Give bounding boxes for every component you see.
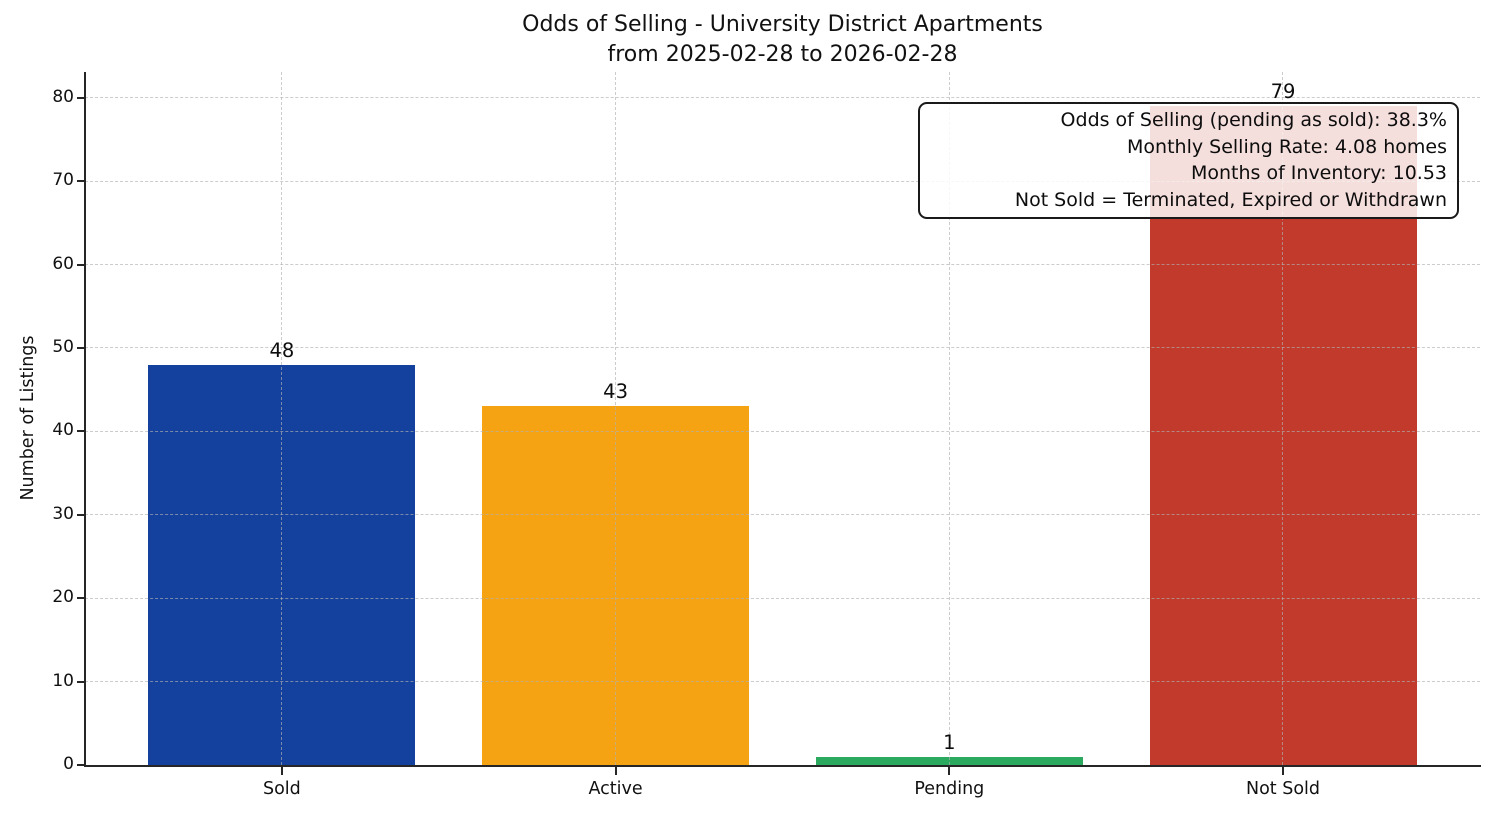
y-tick-label: 10: [52, 670, 74, 691]
annotation-not-sold-definition: Not Sold = Terminated, Expired or Withdr…: [1014, 188, 1447, 211]
annotation-monthly-selling-rate: Monthly Selling Rate: 4.08 homes: [1127, 135, 1447, 158]
x-tick-mark: [1282, 767, 1284, 775]
x-gridline: [281, 72, 283, 765]
x-tick-mark: [948, 767, 951, 775]
x-tick-mark: [614, 767, 617, 775]
y-tick-label: 30: [52, 503, 74, 524]
y-tick-mark: [77, 764, 85, 766]
bar-value-label: 79: [1270, 80, 1296, 104]
stats-annotation-box: Odds of Selling (pending as sold): 38.3%…: [918, 102, 1459, 219]
x-tick-label: Pending: [914, 779, 985, 799]
x-gridline: [1282, 72, 1284, 765]
y-tick-label: 40: [52, 420, 74, 441]
left-axis-spine: [84, 72, 86, 767]
annotation-odds-of-selling: Odds of Selling (pending as sold): 38.3%: [1060, 109, 1447, 131]
y-tick-label: 50: [52, 337, 74, 358]
bottom-axis-spine: [84, 765, 1481, 767]
y-tick-label: 20: [52, 587, 74, 608]
y-tick-label: 60: [52, 253, 74, 274]
y-tick-mark: [77, 430, 85, 433]
y-gridline: [85, 514, 1480, 516]
y-gridline: [85, 97, 1480, 99]
y-tick-mark: [77, 680, 85, 683]
bar-value-label: 1: [943, 730, 956, 754]
y-tick-mark: [77, 513, 85, 516]
y-tick-label: 0: [63, 754, 74, 774]
x-gridline: [614, 72, 616, 765]
x-gridline: [948, 72, 950, 765]
x-tick-mark: [280, 767, 283, 775]
y-gridline: [85, 263, 1480, 265]
bar-value-label: 48: [269, 338, 295, 362]
x-tick-label: Not Sold: [1245, 779, 1320, 799]
y-gridline: [85, 680, 1480, 682]
chart-title-line-1: Odds of Selling - University District Ap…: [522, 12, 1043, 37]
y-tick-mark: [77, 96, 85, 99]
y-tick-mark: [77, 347, 85, 350]
bar-value-label: 43: [603, 380, 628, 404]
x-tick-label: Active: [588, 779, 643, 799]
x-tick-label: Sold: [262, 779, 301, 799]
y-tick-mark: [77, 180, 85, 183]
y-gridline: [85, 597, 1480, 599]
y-gridline: [85, 347, 1480, 349]
y-gridline: [85, 430, 1480, 432]
y-tick-mark: [77, 263, 85, 266]
annotation-months-of-inventory: Months of Inventory: 10.53: [1190, 162, 1447, 184]
chart-title: Odds of Selling - University District Ap…: [85, 10, 1480, 70]
y-tick-label: 80: [52, 86, 74, 107]
y-tick-label: 70: [52, 170, 74, 191]
chart-title-line-2: from 2025-02-28 to 2026-02-28: [607, 42, 958, 67]
y-tick-mark: [77, 597, 85, 600]
y-gridline: [85, 180, 1480, 182]
